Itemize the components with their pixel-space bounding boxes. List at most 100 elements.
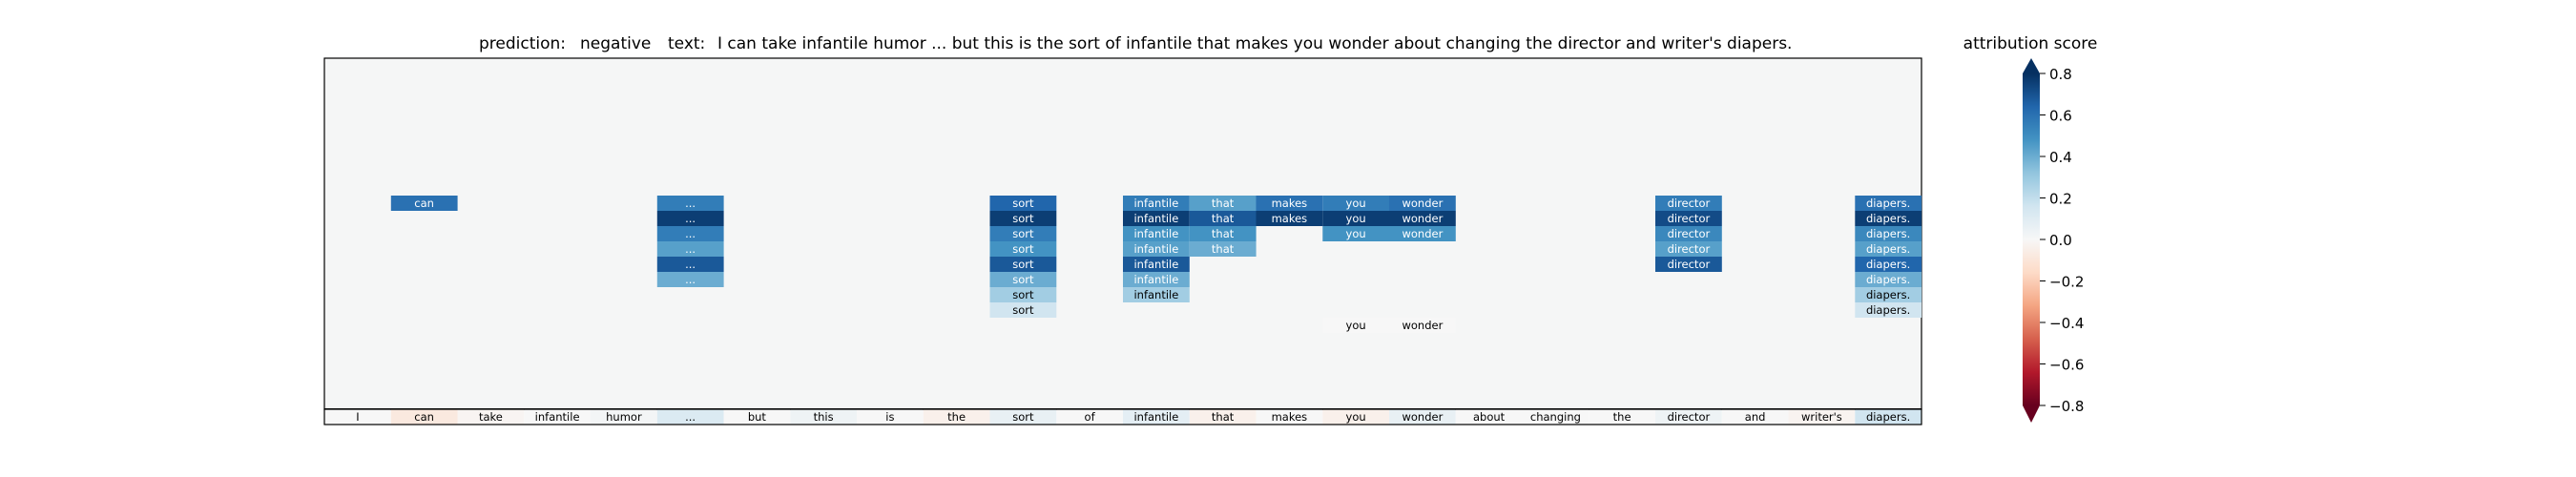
- heatmap-cell-label: can: [414, 197, 434, 210]
- token-score-cell: [1056, 409, 1124, 425]
- heatmap-cell-label: that: [1212, 197, 1235, 210]
- heatmap-cell: [989, 257, 1057, 272]
- token-score-cell: [1855, 409, 1922, 425]
- heatmap-cell-label: sort: [1012, 212, 1034, 225]
- heatmap-cell-label: that: [1212, 212, 1235, 225]
- colorbar-extend-bottom: [2023, 405, 2040, 423]
- heatmap-cell-label: you: [1346, 227, 1366, 240]
- token-label: the: [947, 410, 966, 424]
- heatmap-cell-label: sort: [1012, 303, 1034, 317]
- prediction-value: negative: [580, 34, 651, 53]
- heatmap-cell: [1189, 196, 1257, 211]
- heatmap-cell-label: sort: [1012, 273, 1034, 286]
- heatmap-cell: [1123, 287, 1190, 302]
- colorbar-title: attribution score: [1963, 34, 2098, 53]
- token-label: and: [1745, 410, 1766, 424]
- token-score-cell: [1322, 409, 1390, 425]
- heatmap-cell-label: ...: [685, 212, 696, 225]
- heatmap-cell: [1123, 211, 1190, 226]
- token-score-cell: [324, 409, 391, 425]
- colorbar-ticks: 0.8 0.6 0.4 0.2 0.0 −0.2 −0.4 −0.6 −0.8: [2040, 66, 2084, 415]
- token-label: director: [1668, 410, 1711, 424]
- heatmap-cell-label: diapers.: [1866, 212, 1910, 225]
- token-score-cell: [457, 409, 525, 425]
- token-label: writer's: [1801, 410, 1842, 424]
- heatmap-cell-label: that: [1212, 227, 1235, 240]
- heatmap-cell-label: director: [1668, 227, 1711, 240]
- heatmap-cell: [1189, 241, 1257, 257]
- heatmap-cell: [1322, 211, 1390, 226]
- heatmap-cell-label: you: [1346, 319, 1366, 332]
- heatmap-cell: [1123, 257, 1190, 272]
- heatmap-cell-label: diapers.: [1866, 288, 1910, 301]
- token-score-cell: [989, 409, 1057, 425]
- heatmap-cell: [989, 302, 1057, 318]
- token-label: I: [356, 410, 359, 424]
- token-label: about: [1473, 410, 1506, 424]
- heatmap-cell: [1855, 257, 1922, 272]
- token-score-cell: [723, 409, 791, 425]
- token-score-cell: [390, 409, 458, 425]
- heatmap-cell-label: diapers.: [1866, 227, 1910, 240]
- token-label: humor: [606, 410, 642, 424]
- chart-title: prediction: negative text: I can take in…: [479, 34, 1792, 53]
- colorbar-tick-label: 0.8: [2049, 66, 2072, 83]
- heatmap-cell: [989, 287, 1057, 302]
- token-label: infantile: [1133, 410, 1178, 424]
- colorbar-extend-top: [2023, 58, 2040, 73]
- heatmap-cell-label: infantile: [1133, 197, 1178, 210]
- colorbar-tick-label: −0.8: [2049, 398, 2084, 415]
- heatmap-cell: [1256, 211, 1323, 226]
- token-label: take: [479, 410, 503, 424]
- heatmap-cell: [1655, 226, 1722, 241]
- heatmap-cell-label: ...: [685, 227, 696, 240]
- token-label: ...: [685, 410, 696, 424]
- token-score-cell: [1123, 409, 1190, 425]
- text-value: I can take infantile humor ... but this …: [717, 34, 1792, 53]
- heatmap-cell: [1256, 196, 1323, 211]
- colorbar-gradient: [2023, 73, 2040, 405]
- heatmap-cell-label: infantile: [1133, 258, 1178, 271]
- heatmap-cell: [1655, 241, 1722, 257]
- heatmap-cell-label: infantile: [1133, 212, 1178, 225]
- colorbar-tick-label: 0.0: [2049, 232, 2072, 249]
- heatmap-cell-label: you: [1346, 197, 1366, 210]
- heatmap-cell-label: sort: [1012, 288, 1034, 301]
- token-score-cell: [524, 409, 592, 425]
- heatmap-cell-label: diapers.: [1866, 273, 1910, 286]
- colorbar-tick-label: 0.6: [2049, 108, 2072, 125]
- token-row-border: [323, 408, 1922, 425]
- heatmap-cell: [1389, 211, 1456, 226]
- token-score-cell: [656, 409, 724, 425]
- heatmap-cell: [989, 272, 1057, 287]
- heatmap-cell: [1123, 272, 1190, 287]
- token-label: you: [1346, 410, 1366, 424]
- token-label: changing: [1530, 410, 1581, 424]
- colorbar-tick-label: 0.2: [2049, 191, 2072, 208]
- heatmap-cell-label: wonder: [1402, 319, 1443, 332]
- heatmap-cell: [1855, 272, 1922, 287]
- heatmap-cell-label: ...: [685, 258, 696, 271]
- heatmap-cell-label: makes: [1272, 212, 1308, 225]
- heatmap-cell-label: ...: [685, 197, 696, 210]
- heatmap-cell: [1655, 257, 1722, 272]
- heatmap-cell-label: sort: [1012, 197, 1034, 210]
- heatmap-cell-label: diapers.: [1866, 197, 1910, 210]
- token-score-cell: [790, 409, 858, 425]
- token-score-cell: [857, 409, 924, 425]
- heatmap-cell: [989, 226, 1057, 241]
- token-label: sort: [1012, 410, 1034, 424]
- heatmap-cell: [1322, 318, 1390, 333]
- token-label: makes: [1272, 410, 1308, 424]
- token-score-cell: [1189, 409, 1257, 425]
- heatmap-cell: [390, 196, 458, 211]
- heatmap-cell: [1389, 196, 1456, 211]
- heatmap-cell-label: wonder: [1402, 212, 1443, 225]
- heatmap-cell-label: wonder: [1402, 227, 1443, 240]
- token-score-cell: [1721, 409, 1789, 425]
- token-label: is: [885, 410, 894, 424]
- heatmap-cell-label: you: [1346, 212, 1366, 225]
- heatmap-cell: [1855, 287, 1922, 302]
- heatmap-cell: [1855, 211, 1922, 226]
